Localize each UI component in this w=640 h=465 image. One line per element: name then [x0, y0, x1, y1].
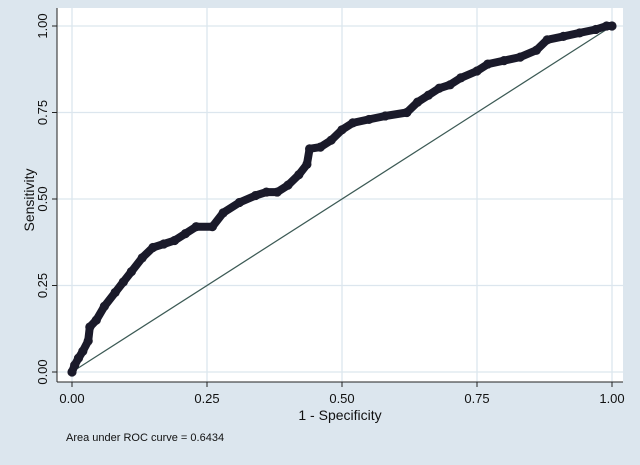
roc-point-35 [423, 90, 433, 100]
roc-point-29 [337, 125, 347, 135]
roc-point-34 [413, 97, 423, 107]
roc-point-37 [445, 80, 455, 90]
roc-point-2 [73, 353, 84, 363]
roc-point-24 [294, 170, 304, 180]
axes: 0.00 0.00 0.25 0.25 0.50 0.50 0.75 0.75 1.00 1.00 [35, 8, 625, 406]
x-tick-label-2: 0.50 [329, 391, 354, 406]
roc-point-18 [218, 208, 228, 218]
y-tick-label-2: 0.50 [35, 186, 50, 211]
roc-points-layer [67, 21, 617, 377]
roc-point-0 [67, 367, 77, 377]
roc-point-9 [118, 277, 128, 287]
roc-point-33 [402, 107, 412, 118]
roc-point-42 [515, 52, 525, 62]
roc-point-20 [251, 190, 261, 201]
roc-point-45 [558, 31, 569, 41]
roc-point-15 [180, 229, 190, 239]
roc-point-13 [159, 239, 169, 249]
roc-point-41 [499, 56, 509, 66]
auc-note: Area under ROC curve = 0.6434 [66, 432, 224, 444]
y-tick-label-1: 0.25 [35, 273, 50, 298]
roc-point-8 [110, 287, 120, 298]
roc-point-3 [78, 346, 88, 356]
roc-point-44 [542, 35, 552, 45]
roc-point-5 [85, 322, 95, 332]
reference-line-layer [71, 25, 613, 373]
roc-point-38 [456, 73, 466, 83]
roc-point-11 [137, 253, 147, 263]
reference-line [71, 25, 613, 373]
roc-point-23 [283, 180, 293, 190]
roc-point-4 [83, 336, 93, 346]
y-axis-title: Sensitivity [21, 168, 37, 231]
roc-point-32 [380, 111, 390, 121]
roc-point-26 [305, 144, 315, 154]
roc-point-28 [326, 135, 336, 145]
roc-point-7 [99, 301, 109, 311]
y-tick-label-0: 0.00 [35, 359, 50, 384]
roc-point-22 [272, 187, 282, 197]
x-tick-label-0: 0.00 [59, 391, 84, 406]
roc-point-46 [575, 28, 585, 38]
x-tick-label-3: 0.75 [464, 391, 489, 406]
roc-point-30 [348, 118, 358, 128]
y-tick-label-3: 0.75 [35, 100, 50, 125]
roc-point-10 [126, 267, 136, 277]
x-tick-label-4: 1.00 [599, 391, 624, 406]
roc-point-36 [434, 83, 444, 93]
roc-point-6 [91, 315, 101, 325]
roc-point-14 [170, 235, 180, 246]
x-tick-label-1: 0.25 [194, 391, 219, 406]
roc-point-25 [302, 159, 312, 169]
roc-point-21 [261, 187, 271, 197]
x-axis-title: 1 - Specificity [298, 407, 381, 423]
roc-point-1 [70, 360, 80, 370]
roc-point-12 [148, 242, 158, 253]
roc-point-49 [607, 21, 617, 31]
roc-point-47 [591, 24, 601, 35]
roc-point-19 [234, 197, 244, 208]
roc-point-43 [531, 45, 542, 55]
roc-point-16 [191, 222, 201, 232]
roc-point-17 [207, 222, 217, 232]
roc-point-39 [472, 66, 482, 76]
roc-point-31 [364, 114, 374, 125]
roc-point-40 [483, 59, 493, 69]
plot-area [57, 8, 623, 382]
roc-point-27 [315, 142, 325, 152]
y-tick-label-4: 1.00 [35, 13, 50, 38]
